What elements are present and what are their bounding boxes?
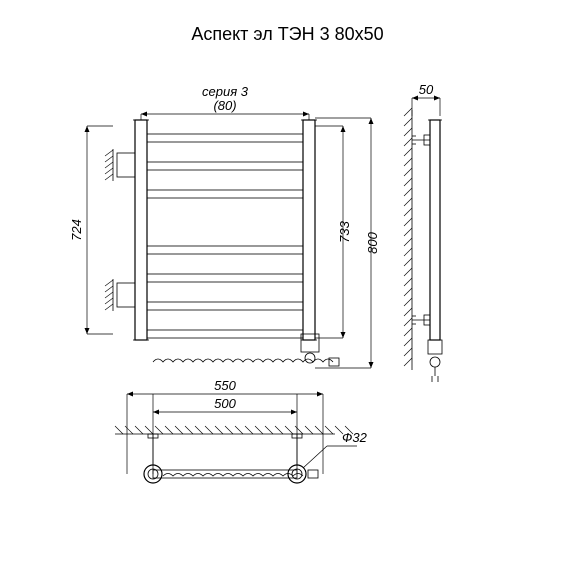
svg-text:серия 3: серия 3 (202, 84, 249, 99)
svg-text:724: 724 (69, 219, 84, 241)
technical-drawing: серия 3(80) 724 733 800 50 Ф32 500 550 (0, 0, 575, 575)
svg-text:50: 50 (419, 82, 434, 97)
svg-text:(80): (80) (213, 98, 236, 113)
svg-text:800: 800 (365, 231, 380, 253)
svg-text:500: 500 (214, 396, 236, 411)
svg-text:Ф32: Ф32 (342, 430, 368, 445)
svg-text:550: 550 (214, 378, 236, 393)
svg-text:733: 733 (337, 220, 352, 242)
